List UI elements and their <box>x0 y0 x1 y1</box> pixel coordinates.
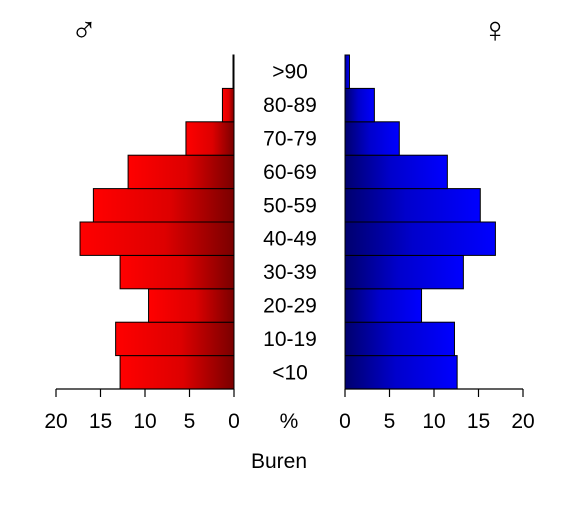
female-bar <box>344 254 464 290</box>
age-group-label: 50-59 <box>263 194 317 217</box>
female-bar <box>344 221 496 256</box>
male-bar <box>79 221 235 256</box>
x-axis-label: Buren <box>251 450 307 473</box>
female-bar <box>344 288 423 323</box>
male-tick-label: 0 <box>228 410 240 433</box>
age-group-label: 60-69 <box>263 161 317 184</box>
age-group-label: 40-49 <box>263 228 317 251</box>
female-symbol-icon: ♀ <box>482 9 509 50</box>
male-tick-label: 10 <box>133 410 156 433</box>
female-bar <box>344 188 481 223</box>
female-bar <box>344 121 400 156</box>
female-bar <box>344 355 458 390</box>
age-group-label: 30-39 <box>263 261 317 284</box>
female-tick-label: 0 <box>339 410 351 433</box>
male-bar <box>232 54 235 89</box>
female-tick-label: 10 <box>422 410 445 433</box>
male-bar <box>119 254 235 290</box>
female-x-ticks: 0 5 10 15 20 <box>339 389 535 433</box>
center-axis-label: % <box>280 410 299 433</box>
age-labels: <10 10-19 20-29 30-39 40-49 50-59 60-69 70-79 80… <box>263 61 317 385</box>
female-tick-label: 5 <box>384 410 396 433</box>
male-bar <box>127 154 235 190</box>
male-bar <box>148 288 235 323</box>
female-tick-label: 20 <box>511 410 534 433</box>
age-group-label: 20-29 <box>263 295 317 318</box>
female-bar <box>344 87 375 123</box>
female-bar <box>344 54 350 89</box>
male-tick-label: 5 <box>184 410 196 433</box>
male-bar <box>92 188 235 223</box>
age-group-label: <10 <box>272 361 308 384</box>
male-tick-label: 20 <box>44 410 67 433</box>
age-group-label: 80-89 <box>263 94 317 117</box>
male-x-ticks: 0 5 10 15 20 <box>44 389 240 433</box>
male-bar <box>185 121 235 156</box>
age-group-label: 10-19 <box>263 328 317 351</box>
female-tick-label: 15 <box>467 410 490 433</box>
age-group-label: 70-79 <box>263 128 317 151</box>
male-symbol-icon: ♂ <box>71 9 98 50</box>
male-tick-label: 15 <box>89 410 112 433</box>
male-bar <box>221 87 235 123</box>
male-bar <box>115 321 235 357</box>
male-bar <box>119 355 235 390</box>
female-bar <box>344 321 455 357</box>
female-bar <box>344 154 448 190</box>
age-group-label: >90 <box>272 61 308 84</box>
female-bars <box>344 54 496 390</box>
male-bars <box>79 54 235 390</box>
